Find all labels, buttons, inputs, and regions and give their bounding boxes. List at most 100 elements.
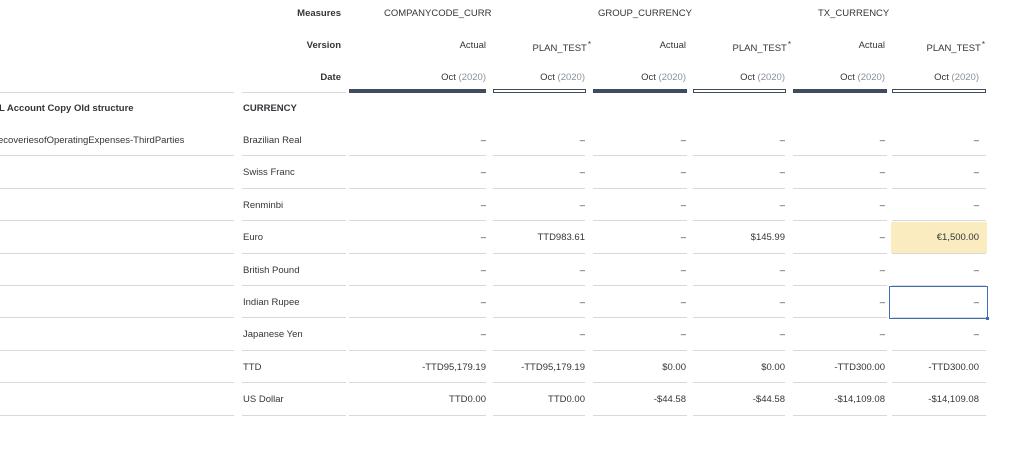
data-cell[interactable]: – [879,329,885,341]
row-divider [493,252,585,254]
version-header-6[interactable]: PLAN_TEST* [926,40,985,54]
data-cell[interactable]: – [680,232,686,244]
data-cell[interactable]: $0.00 [662,361,686,373]
date-header-5[interactable]: Oct (2020) [840,72,885,83]
data-cell[interactable]: €1,500.00 [936,232,979,244]
data-cell[interactable]: – [480,264,486,276]
data-cell[interactable]: -TTD95,179.19 [521,361,585,373]
row-divider [242,285,346,286]
currency-row-label[interactable]: Euro [243,232,264,244]
data-cell[interactable]: – [779,167,785,179]
data-cell[interactable]: – [680,167,686,179]
data-cell[interactable]: – [579,264,585,276]
data-cell[interactable]: – [480,297,486,308]
data-cell[interactable]: – [973,297,979,308]
data-cell[interactable]: – [879,135,885,146]
measure-tx-currency[interactable]: TX_CURRENCY [818,8,890,19]
data-cell[interactable]: TTD0.00 [449,394,486,406]
date-header-1[interactable]: Oct (2020) [441,72,486,83]
data-cell[interactable]: -TTD95,179.19 [422,361,486,373]
data-cell[interactable]: – [879,264,885,276]
data-cell[interactable]: – [973,199,979,211]
date-header-6[interactable]: Oct (2020) [934,72,979,83]
date-year: (2020) [857,72,885,83]
row-divider [593,414,687,416]
currency-row-label[interactable]: British Pound [243,264,300,276]
data-cell[interactable]: – [973,264,979,276]
data-cell[interactable]: -TTD300.00 [834,361,885,373]
data-cell[interactable]: -$44.58 [653,394,686,406]
version-header-1[interactable]: Actual [460,40,486,51]
data-cell[interactable]: – [779,297,785,308]
data-cell[interactable]: $0.00 [761,361,785,373]
date-year: (2020) [557,72,585,83]
row-divider [0,155,234,157]
data-cell[interactable]: – [480,329,486,341]
data-cell[interactable]: – [879,232,885,244]
row-divider [493,187,585,189]
data-cell[interactable]: – [879,167,885,179]
data-cell[interactable]: -$44.58 [752,394,785,406]
data-cell[interactable]: -TTD300.00 [928,361,979,373]
data-cell[interactable]: – [680,264,686,276]
currency-row-label[interactable]: Indian Rupee [243,297,300,308]
data-cell[interactable]: – [680,329,686,341]
selection-drag-handle[interactable] [986,317,989,320]
data-cell[interactable]: – [973,329,979,341]
data-cell[interactable]: – [973,167,979,179]
currency-row-label[interactable]: Brazilian Real [243,135,302,146]
data-cell[interactable]: TTD983.61 [537,232,585,244]
data-cell[interactable]: – [879,199,885,211]
row-divider [0,349,234,351]
row-divider [593,285,687,286]
data-cell[interactable]: – [579,167,585,179]
row-divider [793,252,887,254]
data-cell[interactable]: – [579,135,585,146]
currency-row-label[interactable]: Japanese Yen [243,329,303,341]
data-cell[interactable]: – [480,199,486,211]
data-cell[interactable]: – [480,135,486,146]
version-header-3[interactable]: Actual [660,40,686,51]
data-cell[interactable]: -$14,109.08 [834,394,885,406]
currency-column-header[interactable]: CURRENCY [243,103,297,114]
version-header-4[interactable]: PLAN_TEST* [732,40,791,54]
data-cell[interactable]: $145.99 [750,232,785,244]
row-divider [349,155,486,157]
data-cell[interactable]: – [579,329,585,341]
version-header-5[interactable]: Actual [859,40,885,51]
currency-row-label[interactable]: TTD [243,361,262,373]
row-divider [693,187,785,189]
version-label-text: PLAN_TEST [926,43,981,55]
data-cell[interactable]: – [779,135,785,146]
data-cell[interactable]: -$14,109.08 [928,394,979,406]
data-cell[interactable]: – [480,232,486,244]
date-header-3[interactable]: Oct (2020) [641,72,686,83]
date-header-4[interactable]: Oct (2020) [740,72,785,83]
data-cell[interactable]: – [973,135,979,146]
data-cell[interactable]: – [579,199,585,211]
row-divider [693,252,785,254]
data-cell[interactable]: – [480,167,486,179]
data-cell[interactable]: TTD0.00 [548,394,585,406]
account-column-header[interactable]: L Account Copy Old structure [0,103,134,114]
row-divider [693,285,785,286]
account-value[interactable]: ecoveriesofOperatingExpenses-ThirdPartie… [0,135,185,146]
row-divider [892,382,986,384]
measure-companycode-curr[interactable]: COMPANYCODE_CURR [384,8,492,19]
data-cell[interactable]: – [779,199,785,211]
data-cell[interactable]: – [779,264,785,276]
row-divider [693,317,785,319]
data-cell[interactable]: – [680,199,686,211]
date-header-2[interactable]: Oct (2020) [540,72,585,83]
currency-row-label[interactable]: Renminbi [243,199,284,211]
data-cell[interactable]: – [879,297,885,308]
measure-group-currency[interactable]: GROUP_CURRENCY [598,8,692,19]
data-cell[interactable]: – [680,297,686,308]
data-cell[interactable]: – [579,297,585,308]
data-cell[interactable]: – [680,135,686,146]
version-label: Version [306,40,341,51]
currency-row-label[interactable]: US Dollar [243,394,284,406]
currency-row-label[interactable]: Swiss Franc [243,167,295,179]
version-header-2[interactable]: PLAN_TEST* [532,40,591,54]
data-cell[interactable]: – [779,329,785,341]
